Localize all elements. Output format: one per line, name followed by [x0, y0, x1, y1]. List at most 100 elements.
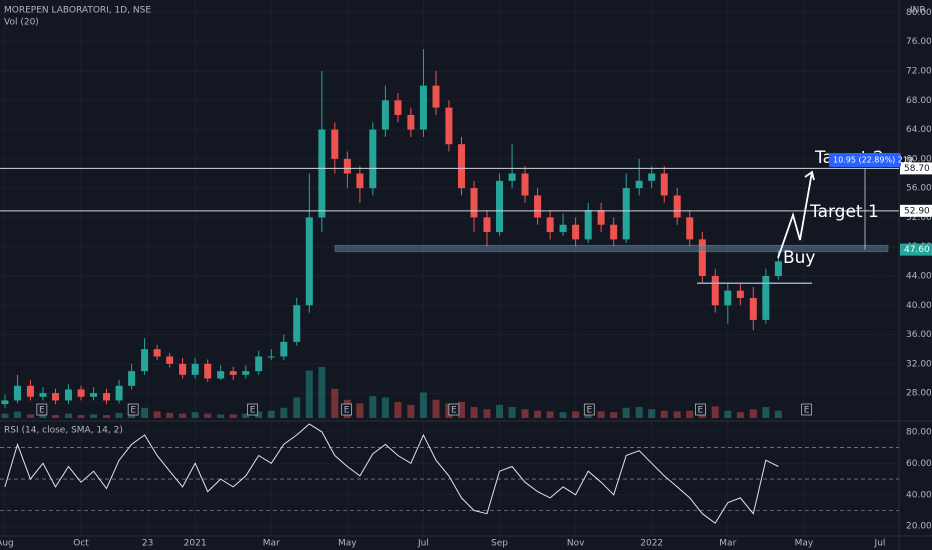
volume-bar: [331, 388, 339, 418]
volume-bar: [381, 397, 389, 418]
candle-body: [711, 275, 719, 306]
volume-bar: [77, 415, 85, 418]
rsi-line: [4, 423, 779, 524]
earnings-box: [583, 403, 595, 416]
volume-bar: [191, 412, 199, 418]
rsi-tick-label: 20.00: [906, 522, 932, 532]
volume-bar: [179, 413, 187, 418]
volume-bar: [724, 410, 732, 418]
measure-label: 10.95 (22.89%) 219: [833, 156, 913, 165]
annotation-target1: Target 1: [809, 202, 879, 222]
volume-bar: [369, 396, 377, 418]
x-tick-label: 23: [142, 539, 153, 549]
candle-body: [724, 290, 732, 306]
rsi-tick-label: 60.00: [906, 459, 932, 469]
earnings-label: E: [130, 406, 136, 416]
candle-body: [103, 393, 111, 401]
candle-body: [229, 371, 237, 375]
earnings-label: E: [344, 406, 350, 416]
candle-body: [673, 195, 681, 218]
overlay: 28.0032.0036.0040.0044.0048.0052.0056.00…: [0, 8, 932, 549]
volume-bar: [14, 411, 22, 418]
volume-bar: [166, 412, 174, 418]
annotation-buy: Buy: [783, 248, 816, 268]
y-tick-label: 44.00: [906, 271, 932, 281]
candle-body: [191, 363, 199, 375]
x-tick-label: 2022: [640, 539, 663, 549]
last-price-badge: [900, 243, 932, 256]
candle-body: [39, 393, 47, 397]
volume-bar: [204, 413, 212, 418]
candle-body: [293, 305, 301, 342]
candle-body: [622, 188, 630, 240]
candle-body: [508, 173, 516, 181]
candle-body: [749, 297, 757, 320]
volume-bar: [293, 397, 301, 418]
x-tick-label: Mar: [719, 539, 736, 549]
last-price-label: 47.60: [904, 245, 930, 255]
earnings-label: E: [451, 406, 457, 416]
y-tick-label: 72.00: [906, 67, 932, 77]
volume-bar: [141, 407, 149, 418]
x-tick-label: May: [795, 539, 814, 549]
volume-bar: [318, 366, 326, 418]
y-tick-label: 28.00: [906, 389, 932, 399]
currency: INR: [910, 6, 926, 16]
earnings-label: E: [250, 406, 256, 416]
volume-bar: [229, 414, 237, 418]
y-tick-label: 36.00: [906, 330, 932, 340]
volume-bar: [64, 413, 72, 418]
volume-bar: [660, 410, 668, 418]
x-tick-label: Mar: [263, 539, 280, 549]
candle-body: [534, 195, 542, 218]
rsi-label: RSI (14, close, SMA, 14, 2): [4, 426, 123, 436]
y-tick-label: 68.00: [906, 96, 932, 106]
candle-body: [331, 129, 339, 159]
candle-body: [394, 100, 402, 115]
earnings-box: [695, 403, 706, 416]
candle-body: [343, 158, 351, 174]
volume-bar: [356, 403, 364, 418]
volume-bar: [394, 401, 402, 418]
earnings-label: E: [698, 406, 704, 416]
earnings-box: [341, 403, 352, 416]
candle-body: [597, 210, 605, 225]
volume-bar: [470, 407, 478, 418]
volume-bar: [534, 410, 542, 418]
volume-bar: [267, 410, 275, 418]
volume-bar: [115, 412, 123, 418]
earnings-box: [801, 403, 812, 416]
level-badge: [900, 162, 932, 175]
rsi-tick-label: 80.00: [906, 427, 932, 437]
volume-bar: [711, 406, 719, 418]
earnings-box: [36, 403, 48, 416]
candle-body: [660, 173, 668, 196]
candle-body: [369, 129, 377, 189]
candle-body: [64, 389, 72, 401]
x-tick-label: Aug: [0, 539, 14, 549]
volume-bar: [39, 414, 47, 418]
candle-body: [356, 173, 364, 189]
volume-bar: [305, 370, 313, 418]
candle-body: [686, 217, 694, 240]
candle-body: [217, 371, 225, 379]
volume-bar: [496, 404, 504, 418]
candle-body: [470, 188, 478, 218]
candle-body: [521, 173, 529, 196]
candle-body: [419, 85, 427, 130]
candle-body: [179, 363, 187, 375]
candle-body: [204, 363, 212, 379]
candle-body: [141, 349, 149, 372]
x-tick-label: 2021: [184, 539, 207, 549]
y-tick-label: 56.00: [906, 184, 932, 194]
earnings-box: [127, 403, 139, 416]
candle-body: [305, 217, 313, 306]
y-tick-label: 80.00: [906, 8, 932, 18]
volume-bar: [457, 401, 465, 418]
volume-bar: [242, 413, 250, 418]
volume-bar: [597, 411, 605, 418]
volume-bar: [90, 414, 98, 418]
volume-label: Vol (20): [4, 18, 39, 28]
earnings-label: E: [804, 406, 810, 416]
